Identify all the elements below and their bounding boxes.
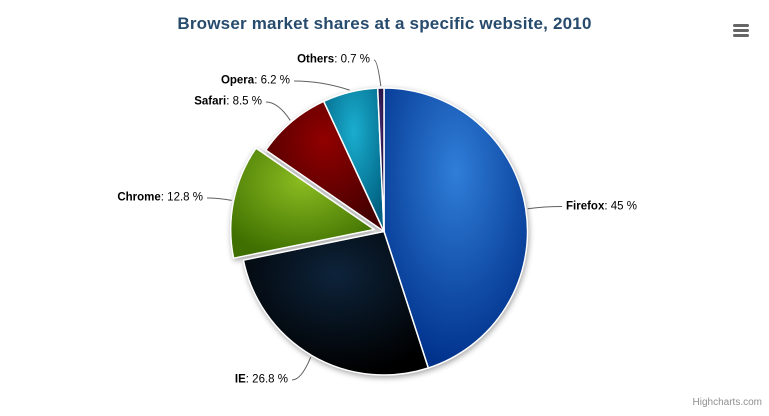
export-menu-button[interactable] xyxy=(732,23,750,38)
slice-label-chrome: Chrome: 12.8 % xyxy=(117,192,203,205)
slice-label-name: IE xyxy=(234,373,246,386)
pie-slices xyxy=(229,87,529,376)
slice-label-name: Safari xyxy=(194,95,227,108)
slice-label-value: : 0.7 % xyxy=(334,53,370,66)
hamburger-icon xyxy=(733,29,749,32)
chart-title: Browser market shares at a specific webs… xyxy=(177,14,592,33)
hamburger-icon xyxy=(733,24,749,27)
highcharts-credit-link[interactable]: Highcharts.com xyxy=(692,397,762,408)
slice-label-value: : 45 % xyxy=(604,200,637,212)
label-connector-safari xyxy=(265,101,291,121)
label-connector-chrome xyxy=(206,197,232,201)
slice-label-value: : 6.2 % xyxy=(254,74,290,87)
slice-label-value: : 8.5 % xyxy=(226,95,262,108)
label-connectors xyxy=(206,59,563,381)
pie-slice-ie[interactable] xyxy=(242,230,430,376)
slice-label-firefox: Firefox: 45 % xyxy=(566,200,637,213)
slice-label-safari: Safari: 8.5 % xyxy=(194,96,262,109)
pie-slice-others[interactable] xyxy=(376,87,385,233)
slice-label-value: : 26.8 % xyxy=(245,373,288,386)
label-connector-firefox xyxy=(527,206,563,210)
label-connector-others xyxy=(373,59,382,87)
label-connector-opera xyxy=(293,80,350,91)
slice-label-opera: Opera: 6.2 % xyxy=(221,75,290,88)
slice-label-name: Others xyxy=(297,53,335,66)
pie-slice-firefox[interactable] xyxy=(383,87,529,369)
slice-label-others: Others: 0.7 % xyxy=(297,54,370,67)
slice-label-name: Opera xyxy=(220,74,255,87)
slice-label-ie: IE: 26.8 % xyxy=(235,374,288,387)
pie-slice-chrome[interactable] xyxy=(229,147,375,259)
slice-label-name: Chrome xyxy=(117,191,161,204)
hamburger-icon xyxy=(733,34,749,37)
slice-label-name: Firefox xyxy=(566,200,605,212)
label-connector-ie xyxy=(291,357,312,381)
slice-label-value: : 12.8 % xyxy=(160,191,203,204)
